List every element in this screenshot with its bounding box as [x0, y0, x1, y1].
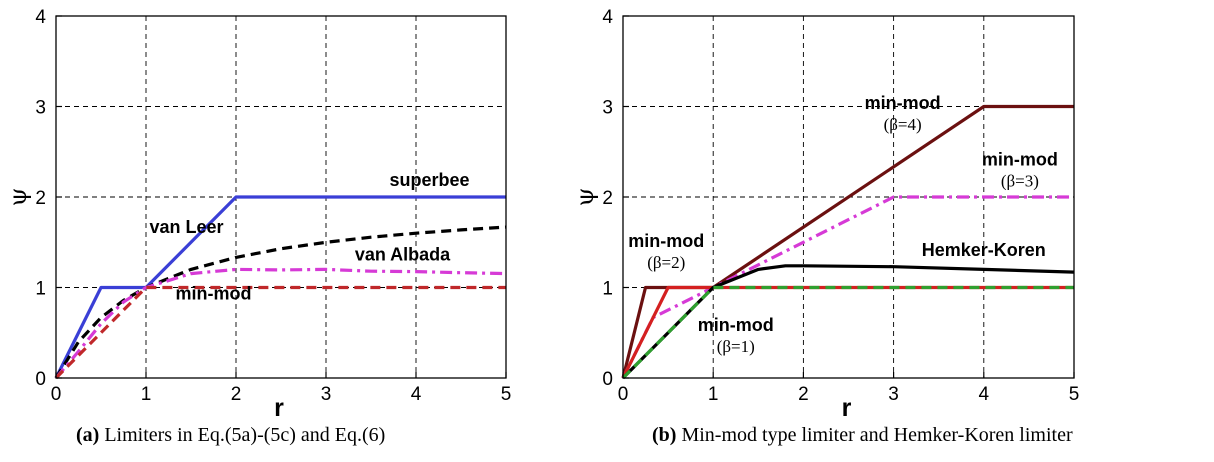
y-tick-label: 0	[35, 369, 46, 390]
y-tick-label: 1	[35, 279, 46, 300]
series-annotation: min-mod	[865, 93, 941, 113]
series-annotation-sub: (β=2)	[647, 253, 685, 272]
y-tick-label: 3	[35, 98, 46, 119]
series-annotation-sub: (β=3)	[1001, 171, 1039, 190]
y-axis-label: ψ	[571, 188, 599, 207]
chart-a: 0 1 2 3 4 5 0 1 2 3 4 r ψ superbee van Leer van Albada m…	[4, 7, 511, 422]
y-tick-label: 2	[602, 188, 613, 209]
series-line-van-albada	[54, 267, 507, 380]
x-tick-label: 1	[708, 384, 719, 405]
series-annotation-sub: (β=1)	[717, 337, 755, 356]
series-annotation: van Leer	[149, 217, 223, 237]
series-annotation: min-mod	[628, 231, 704, 251]
series-annotation: Hemker-Koren	[922, 240, 1046, 260]
y-axis-label: ψ	[4, 188, 32, 207]
x-axis-label: r	[842, 394, 852, 422]
x-tick-label: 5	[501, 384, 512, 405]
x-tick-label: 2	[231, 384, 242, 405]
series-annotation-sub: (β=4)	[884, 115, 922, 134]
series-annotation: van Albada	[355, 244, 451, 264]
x-tick-label: 3	[321, 384, 332, 405]
series-line-min-mod-1-	[621, 285, 1074, 380]
y-tick-label: 4	[35, 7, 46, 28]
y-tick-label: 0	[602, 369, 613, 390]
x-tick-label: 1	[141, 384, 152, 405]
y-tick-label: 1	[602, 279, 613, 300]
series-line-van-leer	[54, 225, 507, 379]
series-annotation: min-mod	[982, 149, 1058, 169]
series-annotation: min-mod	[176, 283, 252, 303]
x-tick-label: 3	[888, 384, 899, 405]
series-line-hemker-koren	[621, 264, 1075, 380]
caption-b-text: Min-mod type limiter and Hemker-Koren li…	[676, 424, 1073, 446]
series-line-min-mod-2-	[621, 285, 1074, 379]
caption-b-tag: (b)	[652, 424, 677, 446]
x-tick-label: 5	[1069, 384, 1080, 405]
y-tick-label: 3	[602, 98, 613, 119]
caption-a-text: Limiters in Eq.(5a)-(5c) and Eq.(6)	[99, 424, 386, 446]
y-tick-label: 2	[35, 188, 46, 209]
chart-b: 0 1 2 3 4 5 0 1 2 3 4 r ψ min-mod (β=4) min-mod (β=3) Hem…	[571, 7, 1079, 422]
x-tick-label: 0	[618, 384, 629, 405]
x-tick-label: 0	[51, 384, 62, 405]
caption-b: (b) Min-mod type limiter and Hemker-Kore…	[652, 424, 1073, 447]
caption-a-tag: (a)	[76, 424, 100, 446]
x-tick-label: 2	[798, 384, 809, 405]
series-annotation: superbee	[389, 170, 469, 190]
x-axis-label: r	[274, 394, 284, 422]
y-tick-label: 4	[602, 7, 613, 28]
series-annotation: min-mod	[698, 315, 774, 335]
x-tick-label: 4	[411, 384, 422, 405]
caption-a: (a) Limiters in Eq.(5a)-(5c) and Eq.(6)	[76, 424, 385, 447]
x-tick-label: 4	[979, 384, 990, 405]
